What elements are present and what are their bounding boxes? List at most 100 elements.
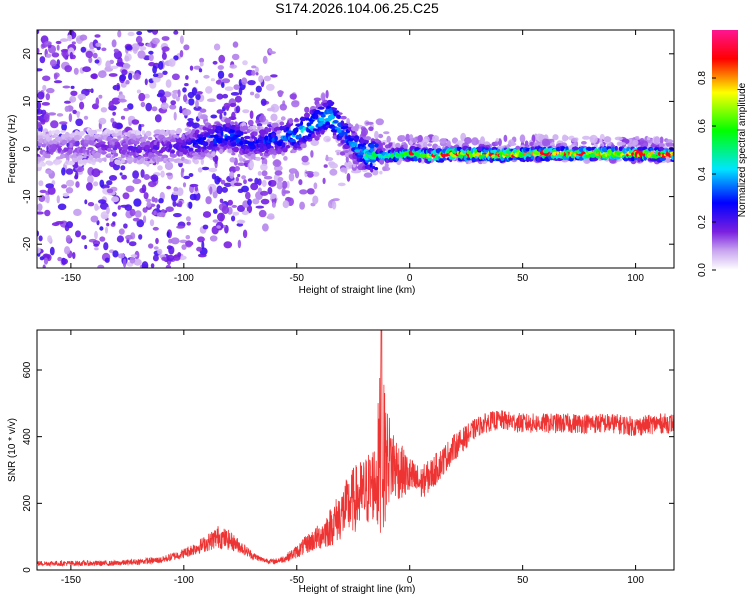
spectrogram-ridge-cell bbox=[170, 150, 175, 154]
spectrogram-cell bbox=[105, 226, 108, 234]
spectrogram-cell bbox=[116, 84, 120, 90]
spectrogram-cell bbox=[165, 172, 173, 176]
spectrogram-cell bbox=[529, 141, 534, 147]
spectrogram-cell bbox=[161, 46, 170, 52]
spectrogram-cell bbox=[136, 219, 145, 228]
spectrogram-cell bbox=[221, 205, 230, 215]
spectrogram-cell bbox=[237, 188, 244, 193]
spectrogram-ridge-cell bbox=[168, 143, 173, 150]
spectrogram-cell bbox=[128, 72, 133, 81]
spectrogram-cell bbox=[422, 141, 428, 148]
spectrogram-cell bbox=[37, 91, 45, 100]
spectrogram-ridge-cell bbox=[111, 150, 117, 154]
spectrogram-cell bbox=[178, 200, 183, 208]
spectrogram-cell bbox=[76, 111, 80, 118]
spectrogram-ridge-cell bbox=[141, 130, 146, 136]
spectrogram-ridge-cell bbox=[99, 141, 106, 145]
spectrogram-ridge-cell bbox=[109, 156, 114, 162]
spectrogram-cell bbox=[152, 226, 159, 231]
spectrogram-cell bbox=[216, 225, 222, 229]
spectrogram-cell bbox=[254, 93, 260, 99]
spectrogram-ridge-cell bbox=[259, 129, 266, 136]
spectrogram-cell bbox=[151, 30, 159, 35]
spectrogram-cell bbox=[129, 208, 136, 217]
spectrogram-ridge-cell bbox=[530, 155, 535, 160]
spectrogram-cell bbox=[62, 85, 71, 89]
spectrogram-ridge-cell bbox=[363, 142, 367, 146]
spectrogram-ridge-cell bbox=[650, 158, 658, 162]
spectrogram-ridge-cell bbox=[138, 159, 144, 164]
spectrogram-cell bbox=[325, 154, 329, 162]
spectrogram-ridge-cell bbox=[304, 112, 310, 118]
spectrogram-ridge-cell bbox=[96, 129, 102, 132]
spectrogram-cell bbox=[313, 97, 322, 102]
spectrogram-cell bbox=[231, 111, 236, 120]
spectrogram-cell bbox=[93, 243, 99, 247]
spectrogram-ridge-cell bbox=[369, 158, 377, 163]
spectrogram-ridge-cell bbox=[144, 157, 148, 161]
spectrogram-cell bbox=[79, 34, 88, 41]
spectrogram-cell bbox=[322, 177, 326, 185]
spectrogram-cell bbox=[260, 190, 269, 196]
spectrogram-cell bbox=[241, 77, 248, 86]
spectrogram-cell bbox=[209, 235, 218, 242]
spectrogram-cell bbox=[155, 237, 159, 245]
spectrogram-cell bbox=[281, 180, 288, 190]
spectrogram-ridge-cell bbox=[179, 151, 184, 157]
spectrogram-cell bbox=[93, 181, 99, 187]
spectrogram-cell bbox=[634, 136, 640, 140]
spectrogram-cell bbox=[301, 155, 309, 163]
spectrogram-cell bbox=[251, 70, 256, 76]
spectrogram-cell bbox=[265, 83, 275, 91]
spectrogram-ridge-cell bbox=[320, 114, 326, 118]
spectrogram-cell bbox=[173, 30, 179, 35]
spectrogram-cell bbox=[90, 215, 99, 223]
spectrogram-cell bbox=[73, 208, 82, 216]
spectrogram-cell bbox=[209, 186, 213, 195]
spectrogram-cell bbox=[121, 174, 127, 180]
spectrogram-cell bbox=[37, 30, 40, 35]
spectrogram-ridge-cell bbox=[54, 129, 60, 135]
spectrogram-cell bbox=[258, 209, 267, 218]
spectrogram-cell bbox=[216, 185, 223, 195]
spectrogram-x-tick-label: 50 bbox=[517, 273, 529, 284]
spectrogram-ridge-cell bbox=[279, 125, 284, 131]
spectrogram-cell bbox=[519, 134, 526, 143]
spectrogram-cell bbox=[212, 60, 218, 65]
spectrogram-ridge-cell bbox=[252, 125, 257, 130]
spectrogram-cell bbox=[182, 109, 192, 116]
spectrogram-ridge-cell bbox=[274, 135, 278, 142]
spectrogram-cell bbox=[75, 118, 84, 127]
spectrogram-cell bbox=[59, 121, 68, 125]
spectrogram-cell bbox=[158, 89, 165, 97]
spectrogram-ridge-cell bbox=[417, 157, 422, 163]
colorbar-gradient bbox=[712, 30, 738, 270]
spectrogram-ridge-cell bbox=[308, 133, 312, 138]
spectrogram-ridge-cell bbox=[342, 123, 348, 127]
spectrogram-cell bbox=[161, 52, 167, 60]
spectrogram-cell bbox=[111, 39, 117, 48]
spectrogram-cell bbox=[62, 258, 68, 265]
spectrogram-cell bbox=[152, 254, 159, 262]
spectrogram-cell bbox=[256, 123, 263, 127]
spectrogram-ridge-cell bbox=[318, 117, 325, 122]
spectrogram-cell bbox=[137, 50, 146, 59]
spectrogram-cell bbox=[157, 248, 163, 255]
spectrogram-cell bbox=[38, 121, 42, 128]
spectrogram-cell bbox=[219, 198, 224, 203]
spectrogram-cell bbox=[56, 113, 64, 117]
spectrogram-ridge-cell bbox=[176, 127, 183, 134]
spectrogram-cell bbox=[199, 108, 207, 113]
spectrogram-cell bbox=[141, 184, 147, 194]
spectrogram-cell bbox=[143, 192, 149, 200]
spectrogram-cell bbox=[122, 192, 130, 200]
spectrogram-cell bbox=[223, 102, 231, 110]
spectrogram-cell bbox=[159, 95, 167, 103]
spectrogram-cell bbox=[166, 185, 172, 190]
spectrogram-ridge-cell bbox=[484, 147, 489, 151]
spectrogram-cell bbox=[193, 106, 202, 111]
snr-x-tick-label: -100 bbox=[174, 575, 194, 586]
spectrogram-cell bbox=[112, 121, 118, 129]
spectrogram-ridge-cell bbox=[176, 135, 180, 139]
spectrogram-cell bbox=[173, 213, 182, 218]
